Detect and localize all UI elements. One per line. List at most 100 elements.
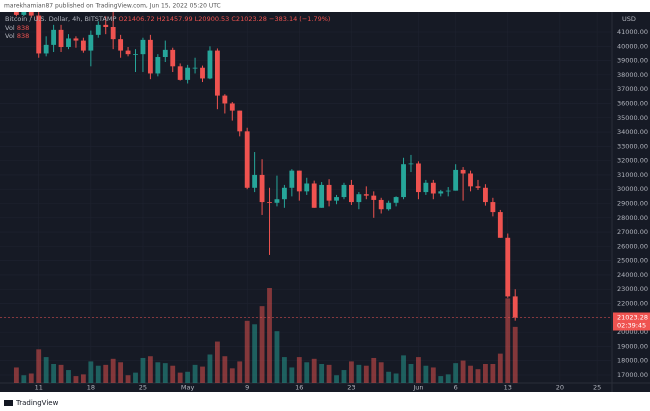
header-bar: [0, 0, 650, 12]
volume-bar: [155, 362, 161, 383]
volume-bar: [244, 320, 250, 383]
y-tick-label: 34000.00: [617, 128, 648, 136]
volume-bar: [185, 371, 191, 383]
legend-low: L20900.53: [195, 15, 230, 23]
volume-bar: [222, 356, 228, 383]
y-tick-label: 30000.00: [617, 185, 648, 193]
candle-body: [453, 169, 459, 191]
x-tick-label: 25: [139, 384, 147, 392]
x-tick-label: 11: [35, 384, 43, 392]
candle-body: [311, 183, 317, 208]
last-price-box: [613, 312, 650, 331]
logo-text: TradingView: [15, 399, 59, 407]
legend-open: O21406.72: [118, 15, 154, 23]
volume-legend-value: 838: [17, 24, 29, 32]
volume-bar: [341, 370, 347, 383]
candle-body: [475, 186, 481, 188]
volume-bar: [430, 367, 436, 383]
candle-body: [490, 202, 496, 213]
volume-bar: [475, 369, 481, 383]
volume-legend: Vol 838: [5, 32, 29, 40]
y-tick-label: 37000.00: [617, 85, 648, 93]
candle-body: [393, 197, 399, 203]
y-tick-label: 38000.00: [617, 71, 648, 79]
volume-bar: [296, 357, 302, 383]
volume-bar: [289, 367, 295, 383]
y-tick-label: 31000.00: [617, 171, 648, 179]
x-tick-label: May: [181, 384, 195, 392]
currency-label: USD: [622, 15, 636, 23]
candle-body: [438, 191, 444, 194]
candle-body: [423, 182, 429, 193]
volume-bar: [438, 376, 444, 383]
volume-bar: [43, 357, 49, 383]
candle-body: [289, 170, 295, 188]
legend-title: Bitcoin / U.S. Dollar, 4h, BITSTAMP: [5, 15, 116, 23]
candle-body: [483, 187, 488, 203]
candle-body: [28, 12, 34, 16]
volume-bar: [140, 357, 146, 383]
volume-bar: [80, 374, 86, 383]
legend-close: C21023.28: [231, 15, 267, 23]
candle-body: [334, 197, 339, 201]
x-tick-label: Jun: [412, 384, 423, 392]
x-tick-label: 18: [87, 384, 95, 392]
candle-body: [95, 24, 101, 35]
candles: [13, 12, 518, 321]
volume-bar: [453, 363, 459, 383]
y-tick-label: 41000.00: [617, 28, 648, 36]
candle-body: [162, 49, 168, 58]
volume-bar: [177, 372, 183, 383]
candle-body: [252, 174, 258, 188]
y-tick-label: 25000.00: [617, 257, 648, 265]
candle-body: [177, 66, 183, 80]
x-tick-label: 23: [347, 384, 355, 392]
candle-body: [512, 296, 518, 318]
volume-bar: [103, 364, 109, 383]
volume-bar: [490, 364, 496, 383]
volume-bar: [311, 358, 317, 383]
volume-bar: [393, 373, 399, 383]
volume-bar: [73, 376, 79, 383]
volume-bar: [363, 365, 369, 383]
volume-bar: [326, 364, 332, 383]
candle-body: [237, 110, 243, 132]
volume-bar: [252, 324, 258, 383]
candle-body: [505, 237, 511, 297]
y-tick-label: 32000.00: [617, 157, 648, 165]
candle-body: [51, 29, 57, 45]
candle-body: [445, 190, 451, 192]
volume-bar: [170, 365, 176, 383]
volume-bar: [51, 364, 57, 383]
countdown-label: 02:39:45: [617, 321, 646, 329]
candle-body: [304, 183, 310, 192]
candle-body: [170, 49, 176, 67]
volume-bar: [445, 374, 451, 383]
y-tick-label: 39000.00: [617, 57, 648, 65]
y-tick-label: 22000.00: [617, 300, 648, 308]
candle-body: [408, 163, 414, 165]
candle-body: [103, 24, 109, 28]
candle-body: [58, 29, 64, 48]
volume-bar: [58, 364, 64, 383]
volume-bar: [259, 306, 265, 383]
volume-bar: [378, 362, 384, 383]
volume-bar: [229, 368, 235, 383]
volume-bar: [95, 365, 101, 383]
candle-body: [185, 67, 191, 80]
logo-icon: [4, 400, 13, 406]
x-tick-label: 25: [593, 384, 601, 392]
candle-body: [118, 39, 124, 51]
y-tick-label: 26000.00: [617, 242, 648, 250]
volume-bar: [334, 375, 339, 383]
volume-bar: [281, 357, 287, 383]
volume-legend: Vol 838: [5, 24, 29, 32]
candle-body: [200, 67, 205, 79]
volume-bar: [207, 354, 213, 383]
y-tick-label: 24000.00: [617, 271, 648, 279]
volume-bars: [13, 288, 518, 383]
volume-bar: [162, 363, 168, 383]
volume-bar: [110, 358, 116, 383]
candle-body: [140, 39, 146, 55]
